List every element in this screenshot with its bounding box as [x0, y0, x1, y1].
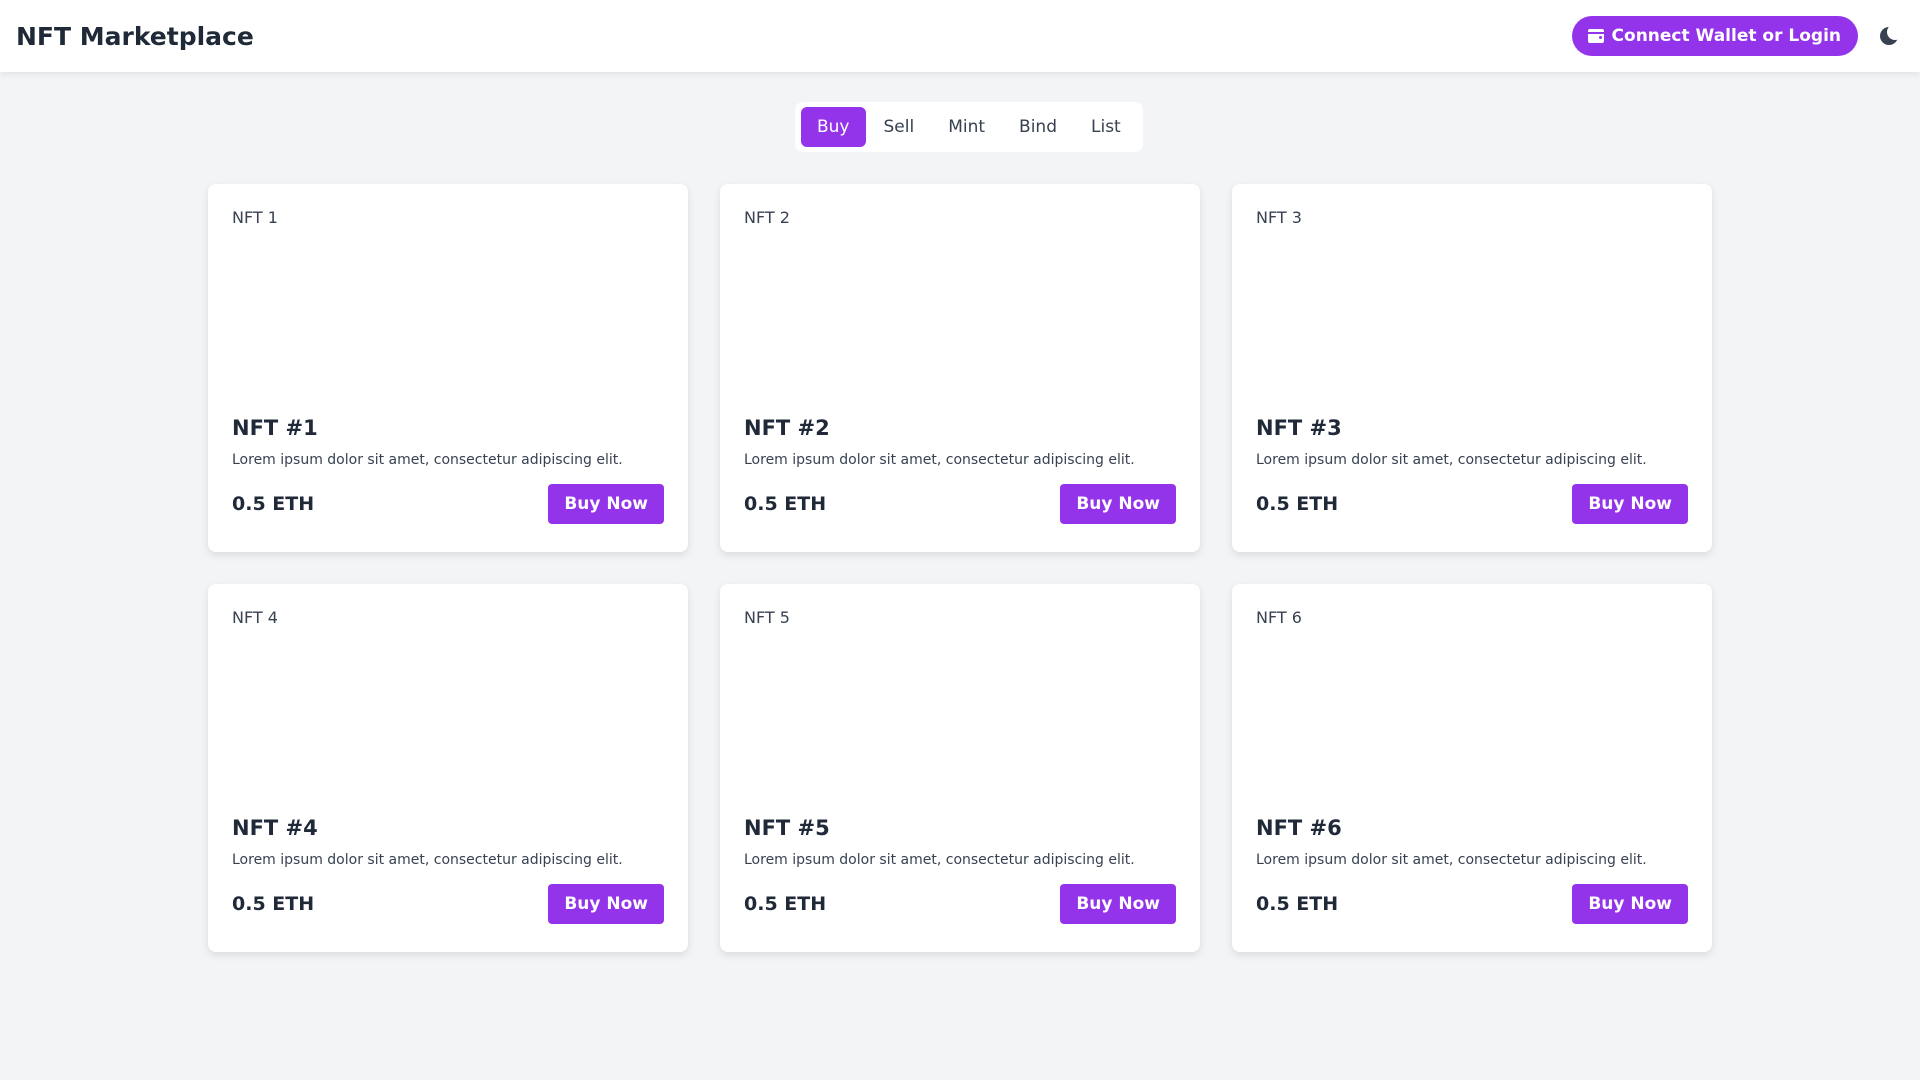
nft-description: Lorem ipsum dolor sit amet, consectetur …: [1256, 852, 1647, 868]
nft-description: Lorem ipsum dolor sit amet, consectetur …: [744, 852, 1135, 868]
nft-price: 0.5 ETH: [1256, 893, 1339, 915]
tab-mint[interactable]: Mint: [948, 117, 986, 137]
nft-card: NFT 6 NFT #6 Lorem ipsum dolor sit amet,…: [1232, 584, 1712, 952]
nft-image-alt-text: NFT 4: [232, 608, 278, 627]
nft-price: 0.5 ETH: [232, 493, 315, 515]
nft-card: NFT 1 NFT #1 Lorem ipsum dolor sit amet,…: [208, 184, 688, 552]
nft-image-alt-text: NFT 5: [744, 608, 790, 627]
nft-card-footer: 0.5 ETH Buy Now: [1256, 484, 1688, 524]
nft-card-footer: 0.5 ETH Buy Now: [232, 884, 664, 924]
nft-price: 0.5 ETH: [232, 893, 315, 915]
nft-title: NFT #1: [232, 416, 318, 440]
nft-price: 0.5 ETH: [744, 493, 827, 515]
buy-now-button[interactable]: Buy Now: [548, 484, 664, 524]
nft-title: NFT #2: [744, 416, 830, 440]
connect-wallet-button[interactable]: Connect Wallet or Login: [1571, 16, 1858, 56]
nft-image: NFT 5: [744, 608, 1176, 800]
nft-price: 0.5 ETH: [1256, 493, 1339, 515]
nft-card: NFT 5 NFT #5 Lorem ipsum dolor sit amet,…: [720, 584, 1200, 952]
nft-description: Lorem ipsum dolor sit amet, consectetur …: [232, 452, 623, 468]
nft-description: Lorem ipsum dolor sit amet, consectetur …: [1256, 452, 1647, 468]
nft-image-alt-text: NFT 1: [232, 208, 278, 227]
nft-grid: NFT 1 NFT #1 Lorem ipsum dolor sit amet,…: [208, 184, 1712, 952]
buy-now-button[interactable]: Buy Now: [1572, 884, 1688, 924]
nft-description: Lorem ipsum dolor sit amet, consectetur …: [232, 852, 623, 868]
nft-title: NFT #4: [232, 816, 318, 840]
nft-image-alt-text: NFT 6: [1256, 608, 1302, 627]
nft-image: NFT 6: [1256, 608, 1688, 800]
site-title: NFT Marketplace: [16, 21, 254, 51]
nft-image: NFT 1: [232, 208, 664, 400]
nft-image: NFT 3: [1256, 208, 1688, 400]
nft-card-footer: 0.5 ETH Buy Now: [744, 884, 1176, 924]
nft-card-footer: 0.5 ETH Buy Now: [744, 484, 1176, 524]
nft-title: NFT #5: [744, 816, 830, 840]
header-actions: Connect Wallet or Login: [1571, 16, 1904, 56]
nft-image-alt-text: NFT 3: [1256, 208, 1302, 227]
nft-image: NFT 2: [744, 208, 1176, 400]
nft-card: NFT 2 NFT #2 Lorem ipsum dolor sit amet,…: [720, 184, 1200, 552]
nft-card: NFT 4 NFT #4 Lorem ipsum dolor sit amet,…: [208, 584, 688, 952]
tab-list[interactable]: List: [1091, 117, 1121, 137]
nft-title: NFT #6: [1256, 816, 1342, 840]
buy-now-button[interactable]: Buy Now: [1572, 484, 1688, 524]
buy-now-button[interactable]: Buy Now: [1060, 884, 1176, 924]
nft-title: NFT #3: [1256, 416, 1342, 440]
wallet-icon: [1587, 29, 1604, 43]
top-nav-bar: NFT Marketplace Connect Wallet or Login: [0, 0, 1920, 72]
connect-wallet-label: Connect Wallet or Login: [1611, 26, 1841, 46]
tab-bind[interactable]: Bind: [1019, 117, 1057, 137]
buy-now-button[interactable]: Buy Now: [548, 884, 664, 924]
nft-card-footer: 0.5 ETH Buy Now: [1256, 884, 1688, 924]
nft-price: 0.5 ETH: [744, 893, 827, 915]
marketplace-tabs: Buy Sell Mint Bind List: [795, 102, 1143, 152]
tab-buy[interactable]: Buy: [801, 107, 866, 147]
nft-card: NFT 3 NFT #3 Lorem ipsum dolor sit amet,…: [1232, 184, 1712, 552]
tab-sell[interactable]: Sell: [883, 117, 915, 137]
buy-now-button[interactable]: Buy Now: [1060, 484, 1176, 524]
nft-card-footer: 0.5 ETH Buy Now: [232, 484, 664, 524]
nft-image-alt-text: NFT 2: [744, 208, 790, 227]
moon-icon[interactable]: [1880, 24, 1903, 45]
nft-image: NFT 4: [232, 608, 664, 800]
nft-description: Lorem ipsum dolor sit amet, consectetur …: [744, 452, 1135, 468]
